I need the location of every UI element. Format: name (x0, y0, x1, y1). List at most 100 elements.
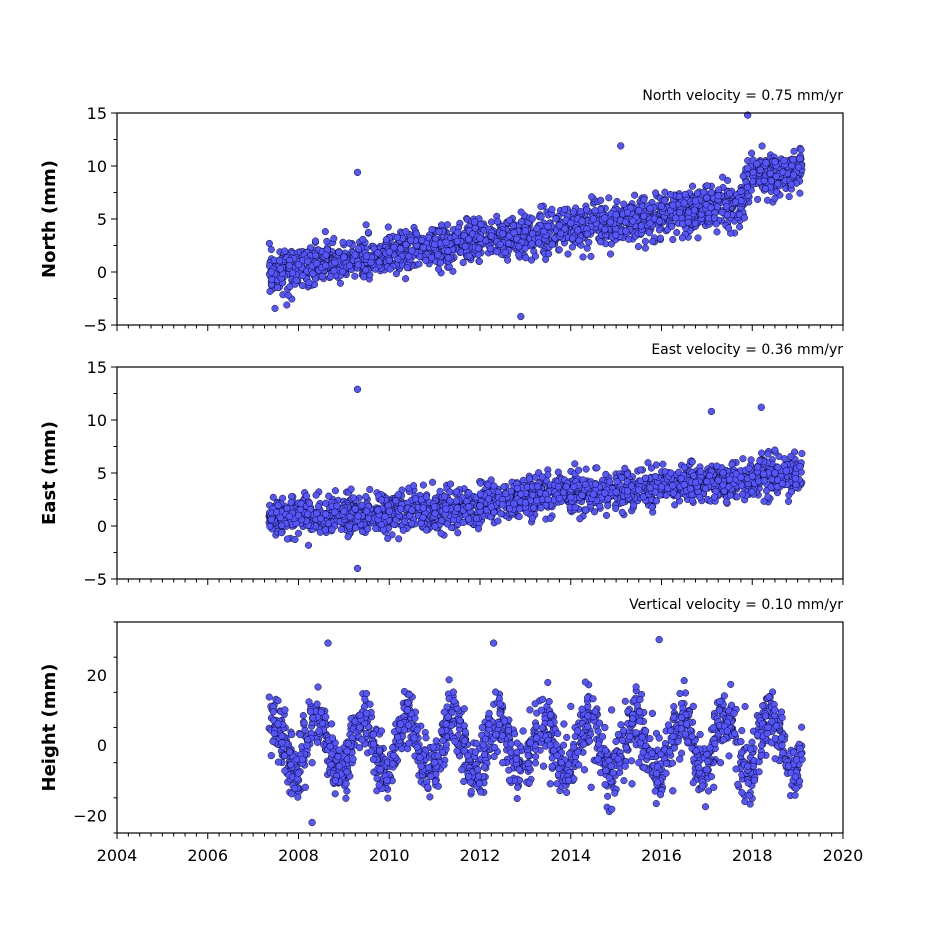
east-point (431, 522, 439, 530)
north-point (537, 202, 545, 211)
height-point (581, 678, 589, 686)
north-point (561, 225, 569, 233)
north-point (645, 229, 653, 237)
east-ytick-label: 0 (97, 517, 107, 536)
east-point (767, 483, 775, 491)
east-point (567, 493, 575, 502)
east-point (362, 507, 371, 515)
east-point (312, 491, 320, 499)
east-point (515, 513, 523, 521)
north-point (402, 227, 410, 236)
north-point (442, 238, 450, 246)
north-point (517, 312, 525, 321)
east-point (760, 476, 768, 485)
north-point (606, 250, 615, 258)
north-point (601, 214, 609, 222)
north-point (634, 243, 642, 251)
north-point (629, 217, 637, 225)
east-ytick-label: 15 (87, 358, 107, 377)
east-point (669, 482, 677, 490)
east-point (353, 385, 362, 393)
north-point (613, 197, 621, 206)
height-point (617, 721, 625, 729)
north-point (583, 230, 591, 238)
north-point (787, 180, 795, 188)
north-point (545, 250, 553, 258)
east-point (502, 490, 510, 498)
north-point (631, 191, 639, 199)
east-point (398, 486, 406, 494)
height-point (563, 733, 571, 741)
north-point (340, 253, 348, 261)
north-point (303, 257, 312, 266)
height-point (601, 780, 609, 789)
east-point (784, 497, 793, 505)
north-point (693, 189, 701, 197)
north-point (265, 239, 273, 247)
east-point (394, 491, 402, 499)
east-point (446, 488, 454, 496)
north-point (435, 228, 443, 236)
north-point (756, 166, 764, 174)
north-point (668, 222, 676, 230)
north-point (437, 221, 446, 229)
east-point (452, 488, 460, 496)
east-point (477, 479, 485, 487)
east-point (648, 503, 656, 511)
north-point (393, 233, 401, 241)
north-point (620, 200, 628, 208)
height-point (627, 757, 636, 765)
east-point (465, 503, 473, 511)
north-point (548, 205, 556, 213)
north-point (477, 220, 485, 228)
east-point (365, 514, 373, 522)
east-point (474, 525, 483, 533)
north-point (737, 187, 745, 196)
east-point (759, 470, 768, 478)
north-point (493, 248, 501, 256)
north-point (517, 218, 525, 226)
north-point (740, 214, 749, 222)
north-point (617, 142, 625, 150)
east-point (628, 482, 636, 490)
east-point (494, 517, 502, 525)
east-point (756, 457, 764, 465)
north-points (265, 111, 806, 321)
north-point (517, 208, 525, 216)
east-point (582, 465, 590, 473)
north-point (407, 236, 415, 244)
north-point (476, 234, 484, 242)
north-point (313, 259, 321, 268)
north-point (790, 171, 798, 179)
east-point (313, 509, 321, 517)
east-point (707, 407, 716, 416)
east-point (399, 526, 407, 534)
north-point (522, 254, 530, 262)
height-point (741, 702, 749, 711)
north-point (589, 215, 598, 223)
east-point (347, 485, 355, 493)
north-point (583, 244, 591, 252)
east-point (437, 529, 445, 537)
east-points (265, 385, 806, 573)
north-point (415, 260, 423, 268)
north-point (336, 279, 344, 287)
north-point (298, 282, 307, 290)
east-point (530, 504, 538, 512)
north-point (501, 248, 509, 257)
east-point (782, 467, 790, 475)
height-point (737, 749, 746, 757)
east-point (792, 475, 800, 483)
east-point (719, 469, 727, 477)
east-point (278, 529, 286, 537)
north-point (486, 245, 494, 253)
height-point (755, 768, 763, 776)
north-point (321, 228, 329, 236)
east-point (796, 462, 804, 471)
north-point (335, 248, 343, 256)
east-point (533, 496, 541, 505)
north-point (567, 219, 575, 227)
east-point (465, 515, 473, 523)
north-point (418, 236, 426, 244)
east-point (582, 480, 590, 489)
